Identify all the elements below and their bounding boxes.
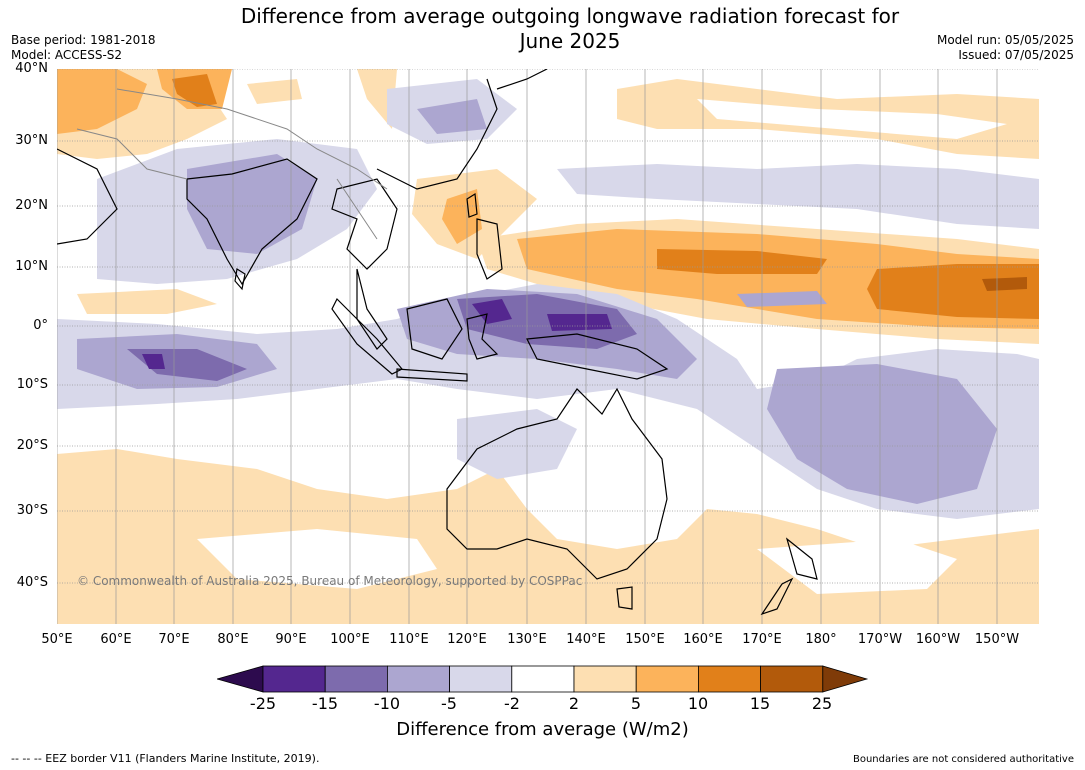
colorbar-tick: 15 <box>749 694 771 713</box>
graticule <box>57 69 1039 624</box>
lon-label: 140°E <box>566 632 606 647</box>
lat-label: 20°N <box>15 198 48 213</box>
copyright-notice: © Commonwealth of Australia 2025, Bureau… <box>77 574 583 588</box>
lon-label: 150°E <box>625 632 665 647</box>
lon-label: 70°E <box>158 632 190 647</box>
model-info: Base period: 1981-2018 Model: ACCESS-S2 <box>11 33 156 63</box>
lon-label: 100°E <box>330 632 370 647</box>
colorbar-segment <box>449 665 513 693</box>
issued-date: Issued: 07/05/2025 <box>958 48 1074 62</box>
lat-label: 30°N <box>15 133 48 148</box>
colorbar-segment <box>386 665 450 693</box>
colorbar-tick: -5 <box>441 694 457 713</box>
colorbar-segment <box>324 665 388 693</box>
colorbar <box>217 665 869 693</box>
colorbar-tick: 2 <box>568 694 580 713</box>
lon-label: 60°E <box>100 632 132 647</box>
model-run: Model run: 05/05/2025 <box>936 33 1074 47</box>
colorbar-segments <box>217 665 869 693</box>
colorbar-tick: -2 <box>504 694 520 713</box>
colorbar-tick: -10 <box>373 694 401 713</box>
colorbar-arrow-low <box>217 665 264 693</box>
colorbar-tick: -25 <box>249 694 277 713</box>
negative-anomaly-regions <box>57 79 1039 519</box>
lon-label: 120°E <box>447 632 487 647</box>
base-period: Base period: 1981-2018 <box>11 33 156 47</box>
colorbar-label: Difference from average (W/m2) <box>396 719 689 740</box>
colorbar-tick: -15 <box>311 694 339 713</box>
colorbar-segment <box>760 665 824 693</box>
model-name: Model: ACCESS-S2 <box>11 48 123 62</box>
lat-label: 10°S <box>16 377 48 392</box>
boundaries-disclaimer: Boundaries are not considered authoritat… <box>852 754 1074 765</box>
lon-label: 90°E <box>275 632 307 647</box>
lon-label: 160°W <box>915 632 961 647</box>
olr-anomaly-map: © Commonwealth of Australia 2025, Bureau… <box>57 69 1039 624</box>
lon-label: 180° <box>805 632 837 647</box>
lon-label: 110°E <box>389 632 429 647</box>
country-borders <box>76 88 388 240</box>
colorbar-tick: 5 <box>630 694 642 713</box>
colorbar-segment <box>511 665 575 693</box>
run-info: Model run: 05/05/2025 Issued: 07/05/2025 <box>937 33 1074 63</box>
colorbar-arrow-high <box>822 665 869 693</box>
lat-label: 40°N <box>15 61 48 76</box>
lat-label: 30°S <box>16 503 48 518</box>
map-canvas <box>57 69 1039 624</box>
colorbar-segment <box>262 665 326 693</box>
colorbar-tick: 10 <box>687 694 709 713</box>
lat-label: 40°S <box>16 575 48 590</box>
title-line-2: June 2025 <box>519 29 621 53</box>
colorbar-segment <box>697 665 761 693</box>
positive-anomaly-regions <box>57 69 1039 624</box>
lon-label: 170°E <box>742 632 782 647</box>
lon-label: 130°E <box>507 632 547 647</box>
colorbar-segment <box>635 665 699 693</box>
coastlines <box>57 69 818 616</box>
lon-label: 80°E <box>217 632 249 647</box>
colorbar-tick: 25 <box>811 694 833 713</box>
lat-label: 0° <box>33 318 48 333</box>
lat-label: 10°N <box>15 259 48 274</box>
lon-label: 160°E <box>683 632 723 647</box>
title-line-1: Difference from average outgoing longwav… <box>240 4 900 28</box>
colorbar-segment <box>573 665 637 693</box>
lon-label: 50°E <box>41 632 73 647</box>
lat-label: 20°S <box>16 438 48 453</box>
map-title: Difference from average outgoing longwav… <box>200 4 940 54</box>
lon-label: 150°W <box>974 632 1020 647</box>
eez-border-legend: -- -- -- EEZ border V11 (Flanders Marine… <box>11 752 320 765</box>
lon-label: 170°W <box>857 632 903 647</box>
